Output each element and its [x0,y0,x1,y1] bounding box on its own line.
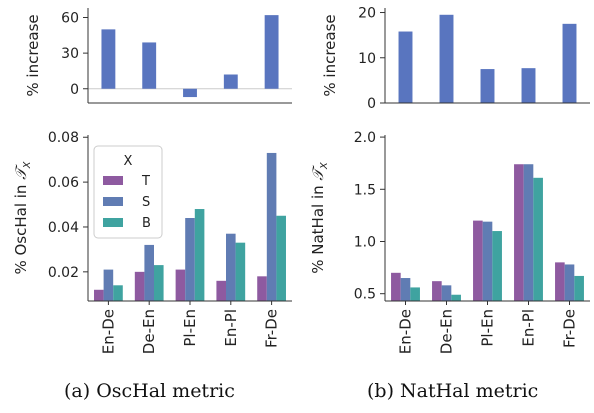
legend-label-S: S [142,195,150,210]
bar-T-De-En [134,271,145,301]
x-tick-label: Pl-En [181,309,199,347]
bar-S-En-De [400,278,411,301]
bar-B-De-En [153,265,164,301]
y-tick-label: 30 [61,46,79,62]
x-tick-label: Fr-De [561,309,579,348]
legend-label-B: B [142,216,151,231]
x-tick-label: En-Pl [222,309,240,347]
bar-De-En [439,14,454,104]
bar-S-De-En [441,285,452,301]
bar-T-En-Pl [216,280,227,301]
bar-B-En-De [410,287,420,301]
bar-T-Fr-De [555,262,565,301]
bar-B-En-De [113,285,123,301]
bar-S-En-Pl [226,233,236,301]
bar-S-Fr-De [266,152,277,301]
bar-S-En-De [103,269,114,301]
x-tick-label: De-En [140,309,158,354]
y-tick-label: 0 [70,82,79,98]
bar-En-De [101,29,116,89]
bar-En-Pl [521,68,536,103]
legend-title: X [124,154,133,169]
y-tick-label: 2.0 [354,130,376,146]
y-tick-label: 0.08 [48,130,79,146]
bar-T-En-Pl [514,164,524,301]
bar-T-Fr-De [257,276,267,301]
x-tick-label: De-En [438,309,456,354]
bar-B-En-Pl [235,242,246,301]
bar-B-Pl-En [194,209,205,301]
panel-nat-increase: 0 10 20 % increase [321,6,590,112]
bar-T-Pl-En [175,269,186,301]
bar-De-En [142,42,157,89]
y-axis-label: % increase [24,14,42,96]
bar-T-En-De [391,272,401,301]
bar-En-Pl [223,74,238,89]
y-tick-label: 20 [358,6,376,22]
bar-B-Fr-De [574,275,584,301]
caption-a: (a) OscHal metric [64,380,235,402]
panel-nat-metric: 0.5 1.0 1.5 2.0 En-De De-En Pl-En En-Pl Fr-De % N… [309,130,590,354]
panel-osc-metric: 0.02 0.04 0.06 0.08 En-De De-En Pl-En En-Pl Fr-D… [12,130,292,354]
caption-b: (b) NatHal metric [367,380,539,402]
bar-S-Pl-En [185,218,195,301]
y-tick-label: 1.0 [354,234,376,250]
bar-B-Fr-De [276,215,286,301]
legend-swatch-T [103,176,123,185]
y-tick-label: 1.5 [354,182,376,198]
bar-Fr-De [562,23,577,103]
y-axis-label: % NatHal in 𝒯X [309,161,330,274]
y-tick-label: 60 [61,11,79,27]
y-tick-label: 0.02 [48,265,79,281]
bar-B-En-Pl [533,177,543,301]
legend-swatch-B [103,218,123,227]
bar-S-De-En [144,244,154,301]
bar-B-De-En [451,294,461,301]
bar-T-Pl-En [473,220,483,301]
y-axis-label: % OscHal in 𝒯X [12,160,33,274]
legend-swatch-S [103,197,123,206]
panel-osc-increase: 0 30 60 % increase [24,8,292,104]
y-axis-label: % increase [321,14,339,96]
legend-box [93,145,163,239]
bar-T-En-De [94,289,104,301]
x-tick-label: En-De [397,309,415,354]
bar-S-Pl-En [482,221,493,301]
legend-label-T: T [141,174,150,189]
bar-En-De [398,31,413,103]
bar-Pl-En [183,88,197,98]
bar-Pl-En [480,69,495,103]
x-tick-label: Pl-En [479,309,497,347]
bar-T-De-En [432,281,442,301]
x-tick-label: En-Pl [520,309,538,347]
bar-Fr-De [264,15,279,89]
y-tick-label: 0.06 [48,175,79,191]
y-tick-label: 10 [358,51,376,67]
x-tick-label: En-De [99,309,117,354]
bar-S-En-Pl [523,164,534,301]
y-tick-label: 0 [367,96,376,112]
bar-S-Fr-De [564,264,575,301]
y-tick-label: 0.04 [48,220,79,236]
y-tick-label: 0.5 [354,287,376,303]
x-tick-label: Fr-De [263,309,281,348]
bar-B-Pl-En [492,231,502,301]
